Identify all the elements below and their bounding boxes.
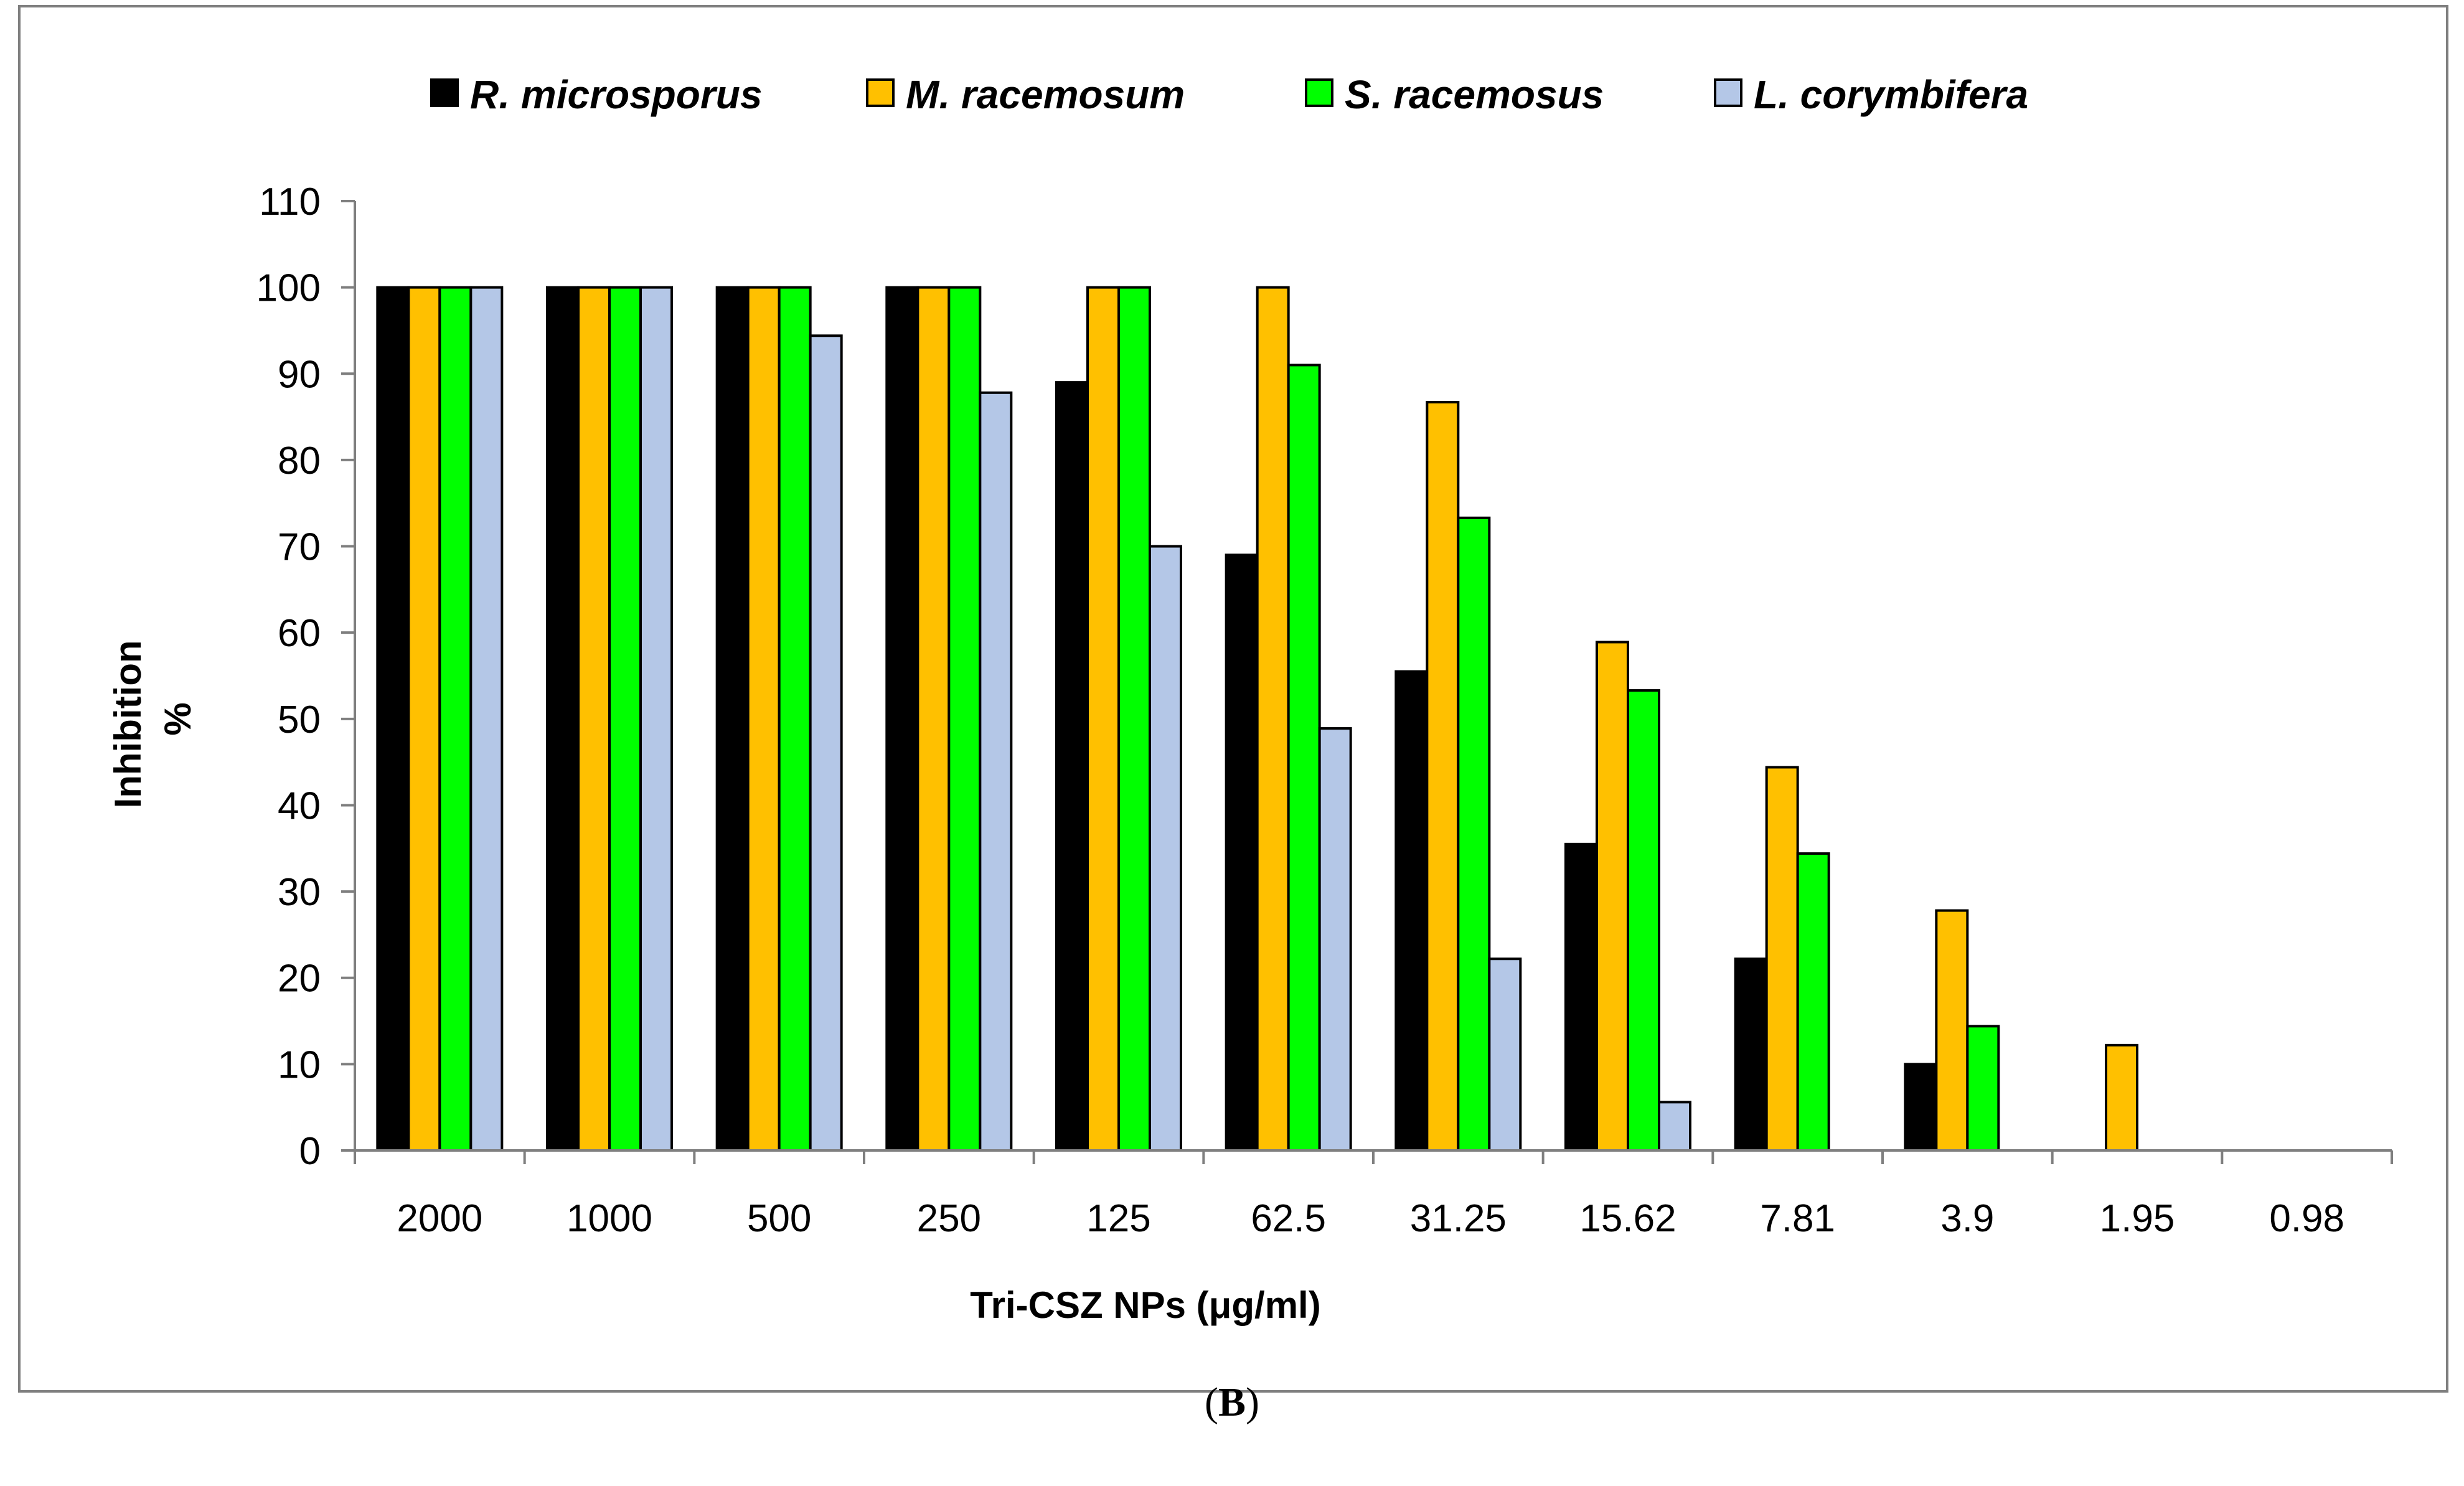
y-tick-label: 70 — [278, 526, 321, 569]
legend-label: R. microsporus — [470, 72, 762, 117]
bar — [376, 286, 410, 1152]
y-tick-label: 60 — [278, 612, 321, 655]
bar — [1086, 286, 1120, 1152]
bar — [948, 286, 982, 1152]
bar — [1765, 766, 1799, 1152]
bar — [1117, 286, 1151, 1152]
legend-label: S. racemosus — [1345, 72, 1604, 117]
y-tick-label: 10 — [278, 1043, 321, 1086]
legend-swatch — [430, 78, 459, 107]
bar — [2105, 1043, 2138, 1152]
bar — [407, 286, 441, 1152]
bar — [1627, 689, 1660, 1152]
y-tick-label: 50 — [278, 698, 321, 741]
bar — [1287, 364, 1321, 1152]
y-tick-label: 40 — [278, 784, 321, 827]
x-tick-label: 2000 — [397, 1197, 482, 1240]
y-tick-label: 0 — [299, 1130, 321, 1173]
bar — [1256, 286, 1290, 1152]
bar — [809, 334, 843, 1152]
bar — [1935, 909, 1969, 1152]
bar — [1658, 1101, 1691, 1152]
bar — [1225, 553, 1259, 1152]
y-axis-title-line2: % — [157, 702, 199, 735]
bar — [1426, 401, 1460, 1152]
panel-label-letter: B — [1218, 1380, 1246, 1425]
bar — [1904, 1063, 1938, 1152]
bar — [746, 286, 781, 1152]
bar — [577, 286, 611, 1152]
x-tick-label: 62.5 — [1251, 1197, 1326, 1240]
y-axis-title: Inhibition % — [107, 630, 199, 809]
bar — [546, 286, 580, 1152]
y-tick-label: 100 — [256, 267, 321, 310]
bar — [1488, 957, 1522, 1152]
x-tick-label: 0.98 — [2269, 1197, 2344, 1240]
bar — [778, 286, 812, 1152]
bar — [469, 286, 504, 1152]
y-tick-label: 110 — [259, 181, 321, 223]
x-tick-label: 3.9 — [1940, 1197, 1994, 1240]
y-tick-label: 90 — [278, 353, 321, 396]
x-tick-label: 500 — [747, 1197, 811, 1240]
bar — [1596, 641, 1629, 1152]
bar — [979, 391, 1013, 1152]
legend-swatch — [866, 78, 895, 107]
bar — [639, 286, 673, 1152]
bar — [1966, 1025, 2000, 1152]
bar — [715, 286, 750, 1152]
bar — [608, 286, 642, 1152]
legend-swatch — [1305, 78, 1333, 107]
x-tick-label: 125 — [1086, 1197, 1150, 1240]
y-tick-label: 30 — [278, 871, 321, 914]
y-tick-label: 20 — [278, 957, 321, 1000]
bar — [916, 286, 951, 1152]
y-axis-title-line1: Inhibition — [107, 640, 149, 808]
x-tick-label: 1.95 — [2100, 1197, 2175, 1240]
bar — [1055, 381, 1089, 1152]
x-tick-label: 31.25 — [1410, 1197, 1507, 1240]
legend-label: M. racemosum — [906, 72, 1185, 117]
panel-label-open: ( — [1205, 1380, 1218, 1425]
panel-label-close: ) — [1246, 1380, 1259, 1425]
bar — [1796, 852, 1830, 1152]
bar — [1318, 727, 1352, 1152]
bar — [438, 286, 473, 1152]
bar — [1394, 670, 1429, 1152]
x-tick-label: 1000 — [567, 1197, 652, 1240]
bar — [1149, 545, 1182, 1152]
x-tick-label: 250 — [917, 1197, 981, 1240]
x-tick-label: 7.81 — [1760, 1197, 1835, 1240]
bar — [1457, 516, 1491, 1152]
y-tick-label: 80 — [278, 440, 321, 482]
panel-label: (B) — [0, 1379, 2464, 1426]
bar — [1734, 957, 1768, 1152]
legend-swatch — [1714, 78, 1742, 107]
bar — [885, 286, 919, 1152]
legend: R. microsporus M. racemosum S. racemosus L.… — [430, 72, 2028, 117]
x-axis: 2000 1000 500 250 125 62.5 31.25 15.62 7.81 3.9 1.… — [354, 1149, 2393, 1240]
legend-label: L. corymbifera — [1754, 72, 2028, 117]
x-tick-label: 15.62 — [1579, 1197, 1676, 1240]
y-axis: 0 10 20 30 40 50 60 70 80 90 100 110 — [256, 181, 356, 1173]
bar — [1564, 842, 1598, 1152]
x-axis-title: Tri-CSZ NPs (μg/ml) — [970, 1284, 1320, 1326]
